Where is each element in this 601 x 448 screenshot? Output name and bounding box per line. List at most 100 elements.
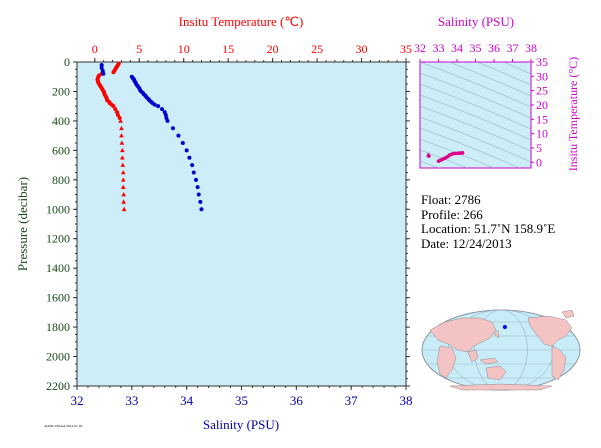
density-contour <box>420 94 531 141</box>
ts-right-tick-label: 0 <box>536 155 542 169</box>
top-temperature-axis: 0 5 10 15 20 25 30 35 <box>92 42 412 62</box>
temperature-point <box>120 155 125 160</box>
salinity-point <box>176 133 181 138</box>
ts-right-title: Insitu Temperature (°C) <box>566 57 580 171</box>
left-tick-label: 600 <box>52 143 70 157</box>
density-contour <box>420 83 531 130</box>
ts-right-tick-label: 5 <box>536 141 542 155</box>
left-tick-label: 1400 <box>46 261 70 275</box>
density-contour <box>420 62 531 108</box>
top-tick-label: 20 <box>267 42 279 56</box>
density-contour <box>448 62 531 97</box>
left-pressure-axis: 0 200 400 600 800 1000 1200 1400 1600 1800 2000 220… <box>46 55 410 393</box>
density-contour <box>476 62 531 86</box>
bottom-tick-label: 33 <box>125 393 138 408</box>
world-map <box>421 309 581 391</box>
temperature-point <box>120 177 126 182</box>
footnote: AOML/NOAA 2014-01-02 <box>44 424 83 428</box>
ts-point <box>427 154 431 158</box>
temperature-point <box>113 107 118 112</box>
ts-right-tick-label: 35 <box>536 55 548 69</box>
left-tick-label: 1600 <box>46 291 70 305</box>
top-tick-label: 0 <box>92 42 98 56</box>
ts-right-tick-label: 20 <box>536 98 548 112</box>
salinity-point <box>191 170 196 175</box>
density-contour <box>420 72 531 119</box>
temperature-point <box>121 192 126 197</box>
temperature-point <box>115 113 120 118</box>
left-tick-label: 2200 <box>46 379 70 393</box>
left-axis-title: Pressure (decibar) <box>15 177 30 271</box>
ts-point <box>460 151 465 155</box>
salinity-point <box>170 126 175 131</box>
temperature-point <box>119 133 124 138</box>
salinity-point <box>152 102 157 107</box>
temperature-point <box>120 147 125 153</box>
density-contour <box>420 160 440 168</box>
date-text: Date: 12/24/2013 <box>421 235 512 251</box>
temperature-point <box>121 199 126 204</box>
profile-text: Profile: 266 <box>421 206 483 222</box>
ts-top-tick-label: 34 <box>451 41 463 55</box>
top-tick-label: 30 <box>356 42 368 56</box>
left-tick-label: 2000 <box>46 350 70 364</box>
salinity-point <box>156 104 161 109</box>
temperature-point <box>119 140 125 145</box>
location-text: Location: 51.7˚N 158.9˚E <box>421 221 556 236</box>
top-tick-label: 15 <box>222 42 234 56</box>
salinity-point <box>99 62 104 67</box>
ts-right-tick-label: 30 <box>536 69 548 83</box>
salinity-point <box>165 118 170 123</box>
left-tick-label: 200 <box>52 84 70 98</box>
salinity-point <box>190 163 195 168</box>
temperature-point <box>111 104 116 109</box>
density-contour <box>420 116 531 163</box>
float-location-marker <box>502 325 507 330</box>
ts-top-tick-label: 38 <box>525 41 537 55</box>
top-axis-title: Insitu Temperature (℃) <box>179 14 304 29</box>
left-tick-label: 1800 <box>46 320 70 334</box>
float-info-panel: Float: 2786 Profile: 266 Location: 51.7˚… <box>421 192 556 251</box>
density-contour <box>420 127 521 168</box>
map-land <box>429 309 575 391</box>
salinity-point <box>184 148 189 153</box>
salinity-point <box>180 141 185 145</box>
bottom-axis-title: Salinity (PSU) <box>203 417 279 432</box>
temperature-series <box>95 61 127 212</box>
salinity-point <box>193 177 198 182</box>
temperature-point <box>120 162 126 167</box>
top-tick-label: 35 <box>400 42 412 56</box>
temperature-point <box>121 206 127 212</box>
temperature-point <box>118 118 123 123</box>
ts-top-tick-label: 33 <box>433 41 445 55</box>
ts-top-tick-label: 36 <box>488 41 500 55</box>
density-contour <box>420 149 468 168</box>
temperature-point <box>120 169 126 175</box>
left-tick-label: 1000 <box>46 202 70 216</box>
left-tick-label: 0 <box>64 55 70 69</box>
ts-top-tick-label: 37 <box>507 41 519 55</box>
top-tick-label: 25 <box>311 42 323 56</box>
float-id-text: Float: 2786 <box>421 192 481 207</box>
salinity-point <box>101 71 106 76</box>
bottom-tick-label: 32 <box>71 393 84 408</box>
density-contours <box>420 62 531 168</box>
salinity-point <box>199 207 204 212</box>
temperature-point <box>119 125 124 131</box>
ts-salinity-axis: 32 33 34 35 36 37 38 <box>414 41 537 62</box>
main-plot-area <box>76 61 407 387</box>
left-tick-label: 400 <box>52 114 70 128</box>
bottom-tick-label: 35 <box>235 393 248 408</box>
ts-top-tick-label: 32 <box>414 41 426 55</box>
temperature-point <box>120 184 126 189</box>
bottom-tick-label: 36 <box>290 393 304 408</box>
top-tick-label: 10 <box>178 42 190 56</box>
salinity-point <box>196 192 201 197</box>
salinity-point <box>159 107 164 112</box>
density-contour <box>420 105 531 152</box>
bottom-tick-label: 37 <box>345 393 359 408</box>
main-chart: 0 5 10 15 20 25 30 35 32 33 34 35 36 37 38 0 200 400 600… <box>15 14 413 432</box>
ts-top-tick-label: 35 <box>470 41 482 55</box>
